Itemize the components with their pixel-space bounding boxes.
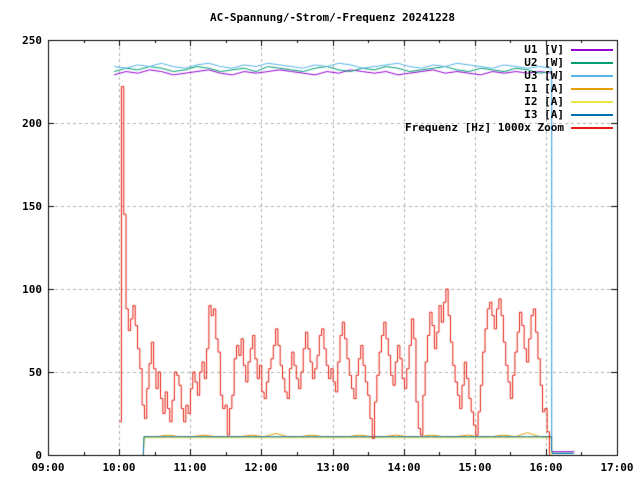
legend-item: I3 [A] <box>524 108 613 121</box>
x-tick-label: 17:00 <box>600 461 634 474</box>
legend-label: U2 [W] <box>524 56 564 69</box>
y-tick-label: 150 <box>22 200 42 213</box>
legend-item: U1 [V] <box>524 43 613 56</box>
legend-line-swatch <box>571 48 613 51</box>
y-tick-label: 50 <box>28 366 42 379</box>
legend-label: I3 [A] <box>524 108 564 121</box>
legend-line-swatch <box>571 87 613 90</box>
y-tick-label: 0 <box>35 449 42 462</box>
legend-item: U3 [W] <box>524 69 613 82</box>
x-tick-label: 13:00 <box>316 461 350 474</box>
chart-title: AC-Spannung/-Strom/-Frequenz 20241228 <box>209 11 456 24</box>
x-tick-label: 11:00 <box>173 461 207 474</box>
y-tick-label: 100 <box>22 283 42 296</box>
legend-item: I1 [A] <box>524 82 613 95</box>
y-tick-label: 200 <box>22 117 42 130</box>
legend-label: Frequenz [Hz] 1000x Zoom <box>405 121 564 134</box>
x-tick-label: 10:00 <box>102 461 136 474</box>
legend-label: I1 [A] <box>524 82 564 95</box>
legend-line-swatch <box>571 61 613 64</box>
legend-item: Frequenz [Hz] 1000x Zoom <box>405 121 613 134</box>
x-tick-label: 16:00 <box>529 461 563 474</box>
legend-line-swatch <box>571 100 613 103</box>
x-tick-label: 09:00 <box>31 461 65 474</box>
x-tick-label: 12:00 <box>244 461 278 474</box>
legend-line-swatch <box>571 113 613 116</box>
legend-item: U2 [W] <box>524 56 613 69</box>
legend-item: I2 [A] <box>524 95 613 108</box>
legend-label: U1 [V] <box>524 43 564 56</box>
x-tick-label: 14:00 <box>387 461 421 474</box>
legend: U1 [V] U2 [W] U3 [W] I1 [A] I2 [A] I3 [A] Freq… <box>405 43 613 134</box>
x-tick-label: 15:00 <box>458 461 492 474</box>
legend-line-swatch <box>571 126 613 129</box>
legend-label: U3 [W] <box>524 69 564 82</box>
legend-label: I2 [A] <box>524 95 564 108</box>
legend-line-swatch <box>571 74 613 77</box>
y-tick-label: 250 <box>22 34 42 47</box>
